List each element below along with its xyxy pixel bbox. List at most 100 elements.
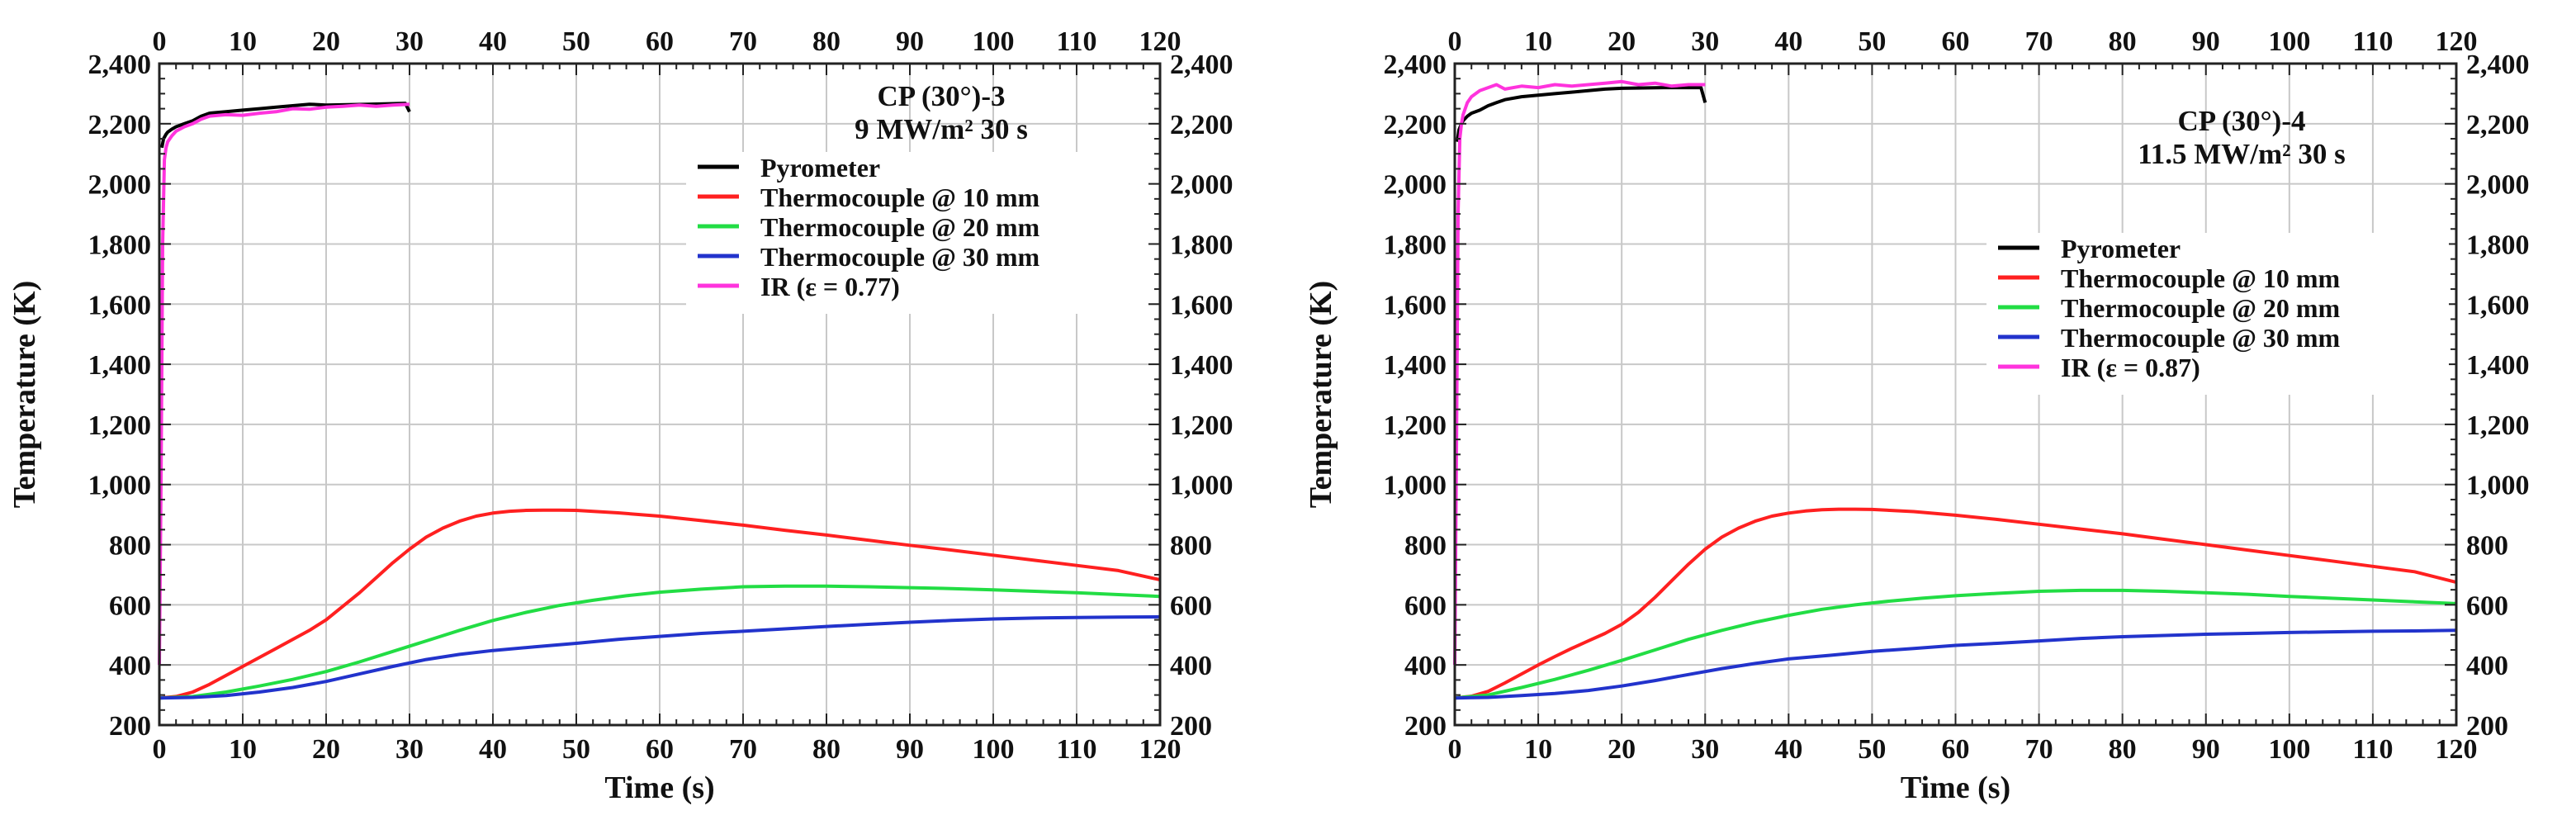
- x-tick-label: 20: [312, 734, 340, 765]
- x-tick-label: 60: [646, 734, 674, 765]
- x-tick-label: 120: [1139, 734, 1181, 765]
- y-tick-label: 800: [109, 531, 151, 562]
- x-tick-label: 20: [1608, 734, 1636, 765]
- y-tick-label: 2,200: [88, 110, 152, 140]
- series-line-ir-0-87: [1453, 79, 1706, 666]
- y-tick-label: 1,600: [88, 290, 152, 320]
- legend-background: [1986, 233, 2449, 395]
- x-tick-label: 0: [1448, 734, 1462, 765]
- x-tick-label: 30: [1691, 734, 1719, 765]
- series-line-pyrometer: [160, 102, 411, 149]
- x-tick-label-top: 100: [973, 26, 1015, 57]
- series-line-thermocouple-10-mm: [1454, 507, 2457, 700]
- y-tick-label: 400: [1404, 651, 1447, 681]
- x-tick-label: 110: [2352, 734, 2393, 765]
- x-tick-label: 60: [1942, 734, 1970, 765]
- x-tick-label: 70: [729, 734, 757, 765]
- y-tick-label-right: 1,400: [1170, 350, 1234, 381]
- y-tick-label: 800: [1404, 531, 1447, 562]
- y-tick-label-right: 2,000: [1170, 170, 1234, 201]
- x-tick-label: 70: [2025, 734, 2053, 765]
- annotation-line-2: 11.5 MW/m² 30 s: [2138, 138, 2346, 170]
- x-tick-label-top: 50: [1858, 26, 1886, 57]
- legend-label: Thermocouple @ 20 mm: [760, 212, 1040, 242]
- x-tick-label: 50: [562, 734, 590, 765]
- y-tick-label: 2,200: [1384, 110, 1447, 140]
- ticks: [159, 63, 1161, 726]
- y-tick-label-right: 800: [2466, 531, 2508, 562]
- y-tick-label: 1,200: [1384, 410, 1447, 441]
- legend-label: Thermocouple @ 30 mm: [760, 242, 1040, 272]
- legend-label: Thermocouple @ 10 mm: [760, 183, 1040, 212]
- x-tick-label-top: 60: [646, 26, 674, 57]
- y-tick-label: 1,800: [88, 230, 152, 260]
- x-tick-label-top: 20: [312, 26, 340, 57]
- x-tick-label: 110: [1056, 734, 1096, 765]
- legend-label: IR (ε = 0.77): [760, 272, 900, 301]
- y-tick-label: 2,400: [1384, 50, 1447, 80]
- y-tick-label-right: 200: [2466, 711, 2508, 742]
- x-tick-label-top: 90: [2192, 26, 2220, 57]
- y-tick-label-right: 2,400: [2466, 50, 2530, 80]
- x-tick-label: 10: [229, 734, 257, 765]
- y-tick-label: 1,600: [1384, 290, 1447, 320]
- y-axis-title: Temperature (K): [1304, 281, 1338, 508]
- series-line-thermocouple-30-mm: [159, 614, 1161, 700]
- y-tick-label-right: 2,200: [1170, 110, 1234, 140]
- y-tick-label-right: 2,400: [1170, 50, 1234, 80]
- x-tick-label-top: 60: [1942, 26, 1970, 57]
- y-tick-label-right: 2,200: [2466, 110, 2530, 140]
- x-tick-label-top: 30: [1691, 26, 1719, 57]
- x-tick-label-top: 0: [153, 26, 167, 57]
- legend-background: [686, 152, 1148, 314]
- y-tick-label: 2,000: [1384, 170, 1447, 201]
- series-group: [158, 102, 1161, 700]
- legend-label: Thermocouple @ 10 mm: [2061, 263, 2341, 293]
- legend-label: Thermocouple @ 30 mm: [2061, 323, 2341, 353]
- y-tick-label-right: 1,200: [2466, 410, 2530, 441]
- x-tick-label: 0: [153, 734, 167, 765]
- x-tick-label: 40: [479, 734, 507, 765]
- x-tick-label: 100: [2268, 734, 2310, 765]
- x-tick-label-top: 0: [1448, 26, 1462, 57]
- x-tick-label: 120: [2436, 734, 2478, 765]
- annotation-line-2: 9 MW/m² 30 s: [855, 113, 1028, 145]
- series-line-thermocouple-20-mm: [1454, 588, 2457, 700]
- y-tick-label-right: 400: [2466, 651, 2508, 681]
- y-tick-label: 200: [1404, 711, 1447, 742]
- chart-panel-left: CP (30°)-3 9 MW/m² 30 s 0 0 10 10 20 20 30 30 40…: [7, 26, 1234, 805]
- x-tick-label-top: 80: [2109, 26, 2137, 57]
- x-tick-label-top: 120: [1139, 26, 1181, 57]
- y-tick-label-right: 1,000: [1170, 471, 1234, 501]
- x-tick-label: 80: [812, 734, 841, 765]
- x-tick-label-top: 30: [395, 26, 424, 57]
- legend-label: Thermocouple @ 20 mm: [2061, 293, 2341, 323]
- x-tick-label: 30: [395, 734, 424, 765]
- annotation-line-1: CP (30°)-3: [878, 80, 1006, 112]
- y-tick-label-right: 600: [2466, 590, 2508, 621]
- y-tick-label: 200: [109, 711, 151, 742]
- y-tick-label-right: 400: [1170, 651, 1212, 681]
- y-tick-label-right: 600: [1170, 590, 1212, 621]
- x-tick-label: 100: [973, 734, 1015, 765]
- y-tick-label: 1,200: [88, 410, 152, 441]
- y-tick-label: 1,800: [1384, 230, 1447, 260]
- x-tick-label-top: 70: [729, 26, 757, 57]
- x-tick-label-top: 110: [2352, 26, 2393, 57]
- y-tick-label-right: 800: [1170, 531, 1212, 562]
- x-tick-label-top: 120: [2436, 26, 2478, 57]
- y-tick-label-right: 1,800: [1170, 230, 1234, 260]
- series-line-thermocouple-10-mm: [159, 508, 1161, 700]
- x-tick-label-top: 50: [562, 26, 590, 57]
- x-tick-label-top: 40: [1774, 26, 1802, 57]
- x-tick-label: 80: [2109, 734, 2137, 765]
- series-line-thermocouple-20-mm: [159, 584, 1161, 700]
- series-line-pyrometer: [1456, 86, 1707, 142]
- y-tick-label: 2,400: [88, 50, 152, 80]
- chart-panel-right: CP (30°)-4 11.5 MW/m² 30 s 0 0 10 10 20 20 30 3…: [1304, 26, 2530, 805]
- ticks: [1454, 63, 2457, 726]
- x-tick-label-top: 70: [2025, 26, 2053, 57]
- y-tick-label: 1,400: [88, 350, 152, 381]
